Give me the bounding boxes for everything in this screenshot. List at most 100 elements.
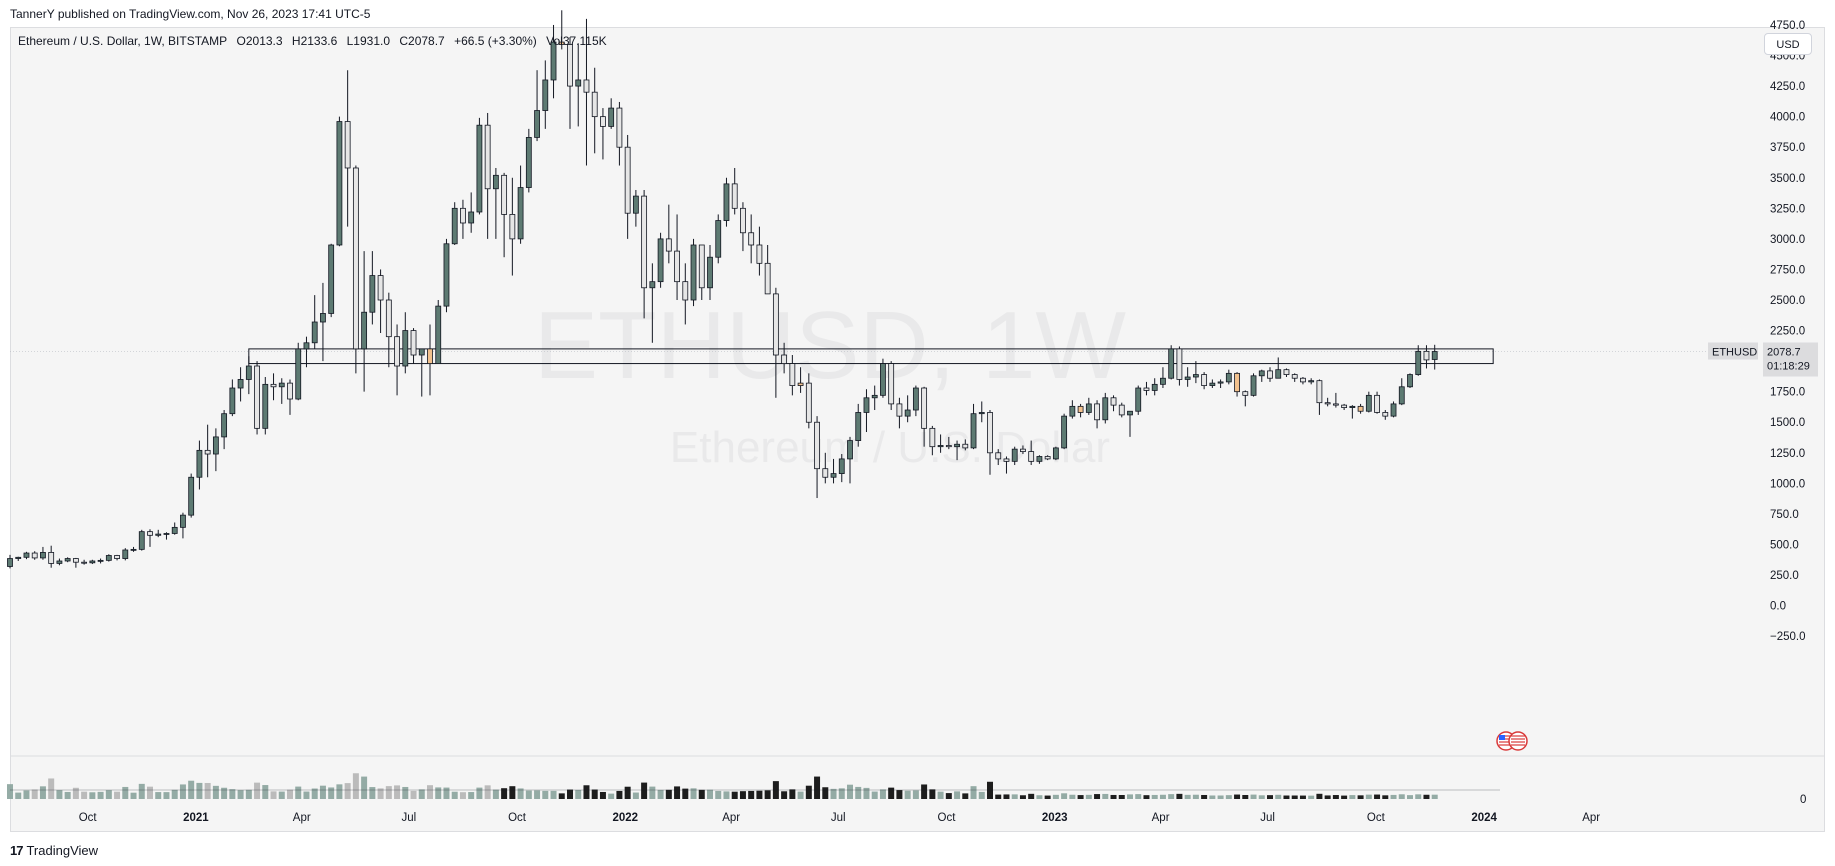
candle-body[interactable] — [855, 412, 862, 441]
candle-body[interactable] — [1168, 348, 1175, 379]
candle-body[interactable] — [896, 403, 903, 417]
candle-body[interactable] — [418, 348, 425, 356]
candle-body[interactable] — [517, 187, 524, 240]
candle-body[interactable] — [616, 107, 623, 148]
candle-body[interactable] — [698, 244, 705, 289]
candle-body[interactable] — [1028, 451, 1035, 462]
candle-body[interactable] — [921, 387, 928, 429]
candle-body[interactable] — [1176, 348, 1183, 380]
candle-body[interactable] — [550, 41, 557, 81]
candle-body[interactable] — [435, 305, 442, 364]
candle-body[interactable] — [171, 526, 178, 534]
candle-body[interactable] — [657, 238, 664, 283]
candle-body[interactable] — [138, 531, 145, 550]
candle-body[interactable] — [336, 121, 343, 246]
candle-body[interactable] — [344, 121, 351, 169]
candle-body[interactable] — [262, 383, 269, 429]
candle-body[interactable] — [1110, 397, 1117, 406]
candle-body[interactable] — [1250, 375, 1257, 396]
candle-body[interactable] — [978, 412, 985, 415]
candle-body[interactable] — [1357, 405, 1364, 412]
candle-body[interactable] — [97, 559, 104, 562]
candle-body[interactable] — [287, 382, 293, 400]
candle-body[interactable] — [591, 91, 598, 118]
candle-body[interactable] — [509, 214, 516, 240]
candle-body[interactable] — [394, 336, 400, 367]
candle-body[interactable] — [451, 207, 458, 245]
candle-body[interactable] — [303, 342, 310, 350]
candle-body[interactable] — [1234, 372, 1240, 393]
candle-body[interactable] — [155, 533, 162, 536]
candle-body[interactable] — [1151, 383, 1158, 391]
candle-body[interactable] — [237, 379, 244, 389]
candle-body[interactable] — [492, 174, 499, 190]
candle-body[interactable] — [805, 382, 812, 423]
candle-body[interactable] — [295, 348, 302, 400]
candle-body[interactable] — [1102, 397, 1109, 421]
currency-button[interactable]: USD — [1764, 33, 1812, 55]
candle-body[interactable] — [764, 262, 771, 295]
candle-body[interactable] — [1003, 458, 1010, 462]
candle-body[interactable] — [558, 41, 565, 45]
candle-body[interactable] — [1135, 387, 1142, 412]
candle-body[interactable] — [48, 552, 55, 564]
candle-body[interactable] — [188, 476, 195, 516]
candle-body[interactable] — [583, 79, 590, 93]
candle-body[interactable] — [715, 220, 722, 258]
candle-body[interactable] — [707, 256, 713, 289]
candle-body[interactable] — [1300, 377, 1306, 383]
candle-body[interactable] — [995, 452, 1002, 460]
candle-body[interactable] — [476, 124, 483, 213]
candle-body[interactable] — [1390, 403, 1397, 417]
candle-body[interactable] — [954, 443, 960, 448]
chart-frame[interactable] — [10, 27, 1825, 832]
candle-body[interactable] — [1118, 404, 1125, 416]
candle-body[interactable] — [1258, 370, 1265, 377]
candle-body[interactable] — [1160, 377, 1166, 385]
candle-body[interactable] — [847, 440, 853, 460]
candle-body[interactable] — [114, 555, 120, 559]
candle-body[interactable] — [427, 348, 433, 364]
candle-body[interactable] — [534, 110, 540, 138]
candle-body[interactable] — [1332, 403, 1339, 406]
candle-body[interactable] — [56, 560, 63, 564]
candle-body[interactable] — [1431, 351, 1438, 360]
candle-body[interactable] — [311, 321, 318, 344]
candle-body[interactable] — [1382, 412, 1389, 417]
tradingview-logo[interactable]: 17 TradingView — [10, 843, 98, 858]
candle-body[interactable] — [871, 394, 878, 399]
candle-body[interactable] — [674, 250, 680, 283]
candle-body[interactable] — [1267, 370, 1273, 379]
candle-body[interactable] — [731, 183, 738, 209]
candle-body[interactable] — [81, 561, 88, 564]
candle-body[interactable] — [822, 468, 829, 478]
candle-body[interactable] — [270, 383, 277, 388]
candle-body[interactable] — [40, 552, 46, 559]
candle-body[interactable] — [567, 44, 573, 87]
candle-body[interactable] — [147, 531, 153, 536]
candle-body[interactable] — [781, 354, 788, 364]
candle-body[interactable] — [723, 183, 730, 221]
candle-body[interactable] — [229, 387, 236, 415]
candle-body[interactable] — [443, 243, 450, 307]
candle-body[interactable] — [352, 167, 359, 350]
candle-body[interactable] — [1225, 372, 1232, 383]
candle-body[interactable] — [1423, 350, 1430, 361]
candle-body[interactable] — [1349, 405, 1356, 408]
candle-body[interactable] — [830, 473, 837, 478]
candle-body[interactable] — [31, 552, 38, 559]
candle-body[interactable] — [15, 556, 22, 559]
candle-body[interactable] — [814, 421, 820, 470]
candle-body[interactable] — [904, 409, 911, 417]
candle-body[interactable] — [377, 275, 384, 301]
candle-body[interactable] — [797, 382, 804, 386]
candle-body[interactable] — [212, 436, 219, 455]
candle-body[interactable] — [180, 514, 186, 528]
candle-body[interactable] — [1308, 380, 1315, 383]
candle-body[interactable] — [1374, 394, 1380, 413]
candle-body[interactable] — [89, 560, 96, 564]
candle-body[interactable] — [1184, 376, 1191, 380]
candle-body[interactable] — [1094, 403, 1100, 421]
candle-body[interactable] — [1415, 350, 1422, 375]
candle-body[interactable] — [1407, 374, 1413, 388]
